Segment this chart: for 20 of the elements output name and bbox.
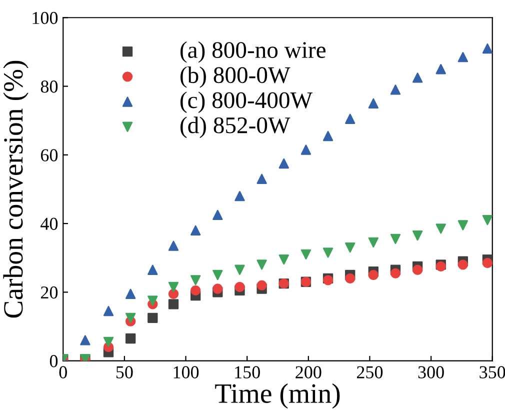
- x-tick-label: 100: [174, 366, 199, 378]
- y-tick-label: 0: [50, 355, 58, 368]
- y-tick-label: 80: [40, 80, 58, 93]
- x-tick-label: 0: [59, 366, 67, 378]
- y-tick-label: 20: [41, 286, 58, 299]
- y-tick-label: 100: [32, 12, 58, 24]
- legend-label: (c) 800-400W: [180, 92, 313, 113]
- x-tick-label: 300: [418, 366, 444, 378]
- legend-label: (b) 800-0W: [180, 66, 290, 88]
- x-tick-label: 350: [480, 366, 505, 378]
- legend-label: (a) 800-no wire: [180, 41, 326, 63]
- y-axis-title: Carbon conversion (%): [3, 60, 28, 318]
- legend-label: (d) 852-0W: [180, 116, 290, 138]
- y-tick-label: 60: [40, 149, 58, 162]
- x-tick-label: 200: [296, 366, 322, 378]
- x-tick-label: 150: [235, 366, 260, 378]
- x-axis-title: Time (min): [215, 383, 340, 409]
- x-tick-label: 250: [356, 366, 383, 378]
- y-tick-label: 40: [40, 218, 58, 230]
- x-tick-label: 50: [116, 366, 133, 378]
